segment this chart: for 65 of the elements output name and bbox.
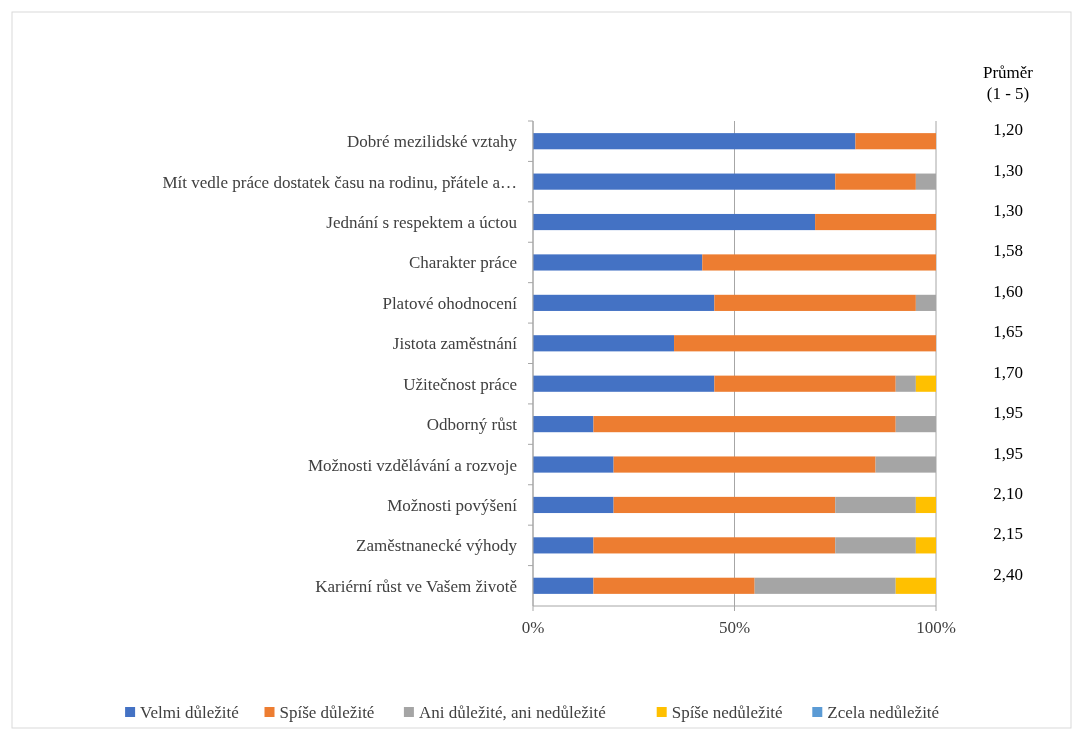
legend-label: Spíše důležité	[279, 703, 375, 722]
text: 1,20	[993, 120, 1023, 140]
bar	[533, 456, 614, 473]
bar	[533, 496, 614, 514]
y-tick-label: Mít vedle práce dostatek času na rodinu, přátele a…	[162, 172, 517, 192]
bar	[593, 416, 896, 433]
bar	[533, 416, 594, 433]
text: 1,95	[993, 443, 1023, 463]
bar	[835, 537, 916, 554]
text: 1,95	[993, 403, 1023, 423]
y-tick-label: Možnosti vzdělávání a rozvoje	[307, 455, 517, 475]
y-tick-label: Užitečnost práce	[403, 374, 517, 394]
bar	[835, 173, 916, 190]
text: 2,15	[993, 524, 1023, 544]
bar	[593, 577, 755, 594]
bar	[702, 254, 936, 271]
legend-label: Ani důležité, ani nedůležité	[418, 703, 606, 722]
text: Průměr (1 - 5)	[982, 63, 1034, 103]
x-tick-label: 0%	[521, 618, 545, 637]
x-tick-label: 100%	[916, 618, 956, 637]
text: 1,30	[993, 160, 1023, 180]
legend-label: Velmi důležité	[140, 703, 239, 722]
bar	[674, 335, 936, 352]
bar	[915, 375, 936, 392]
bar	[915, 496, 936, 514]
bar	[593, 537, 836, 554]
text: 2,40	[993, 564, 1023, 584]
text: 1,30	[993, 201, 1023, 221]
y-tick-label: Možnosti povýšení	[387, 495, 518, 515]
y-tick-label: Platové ohodnocení	[382, 293, 518, 313]
text: 1,58	[993, 241, 1023, 261]
bar	[835, 496, 916, 514]
legend-label: Spíše nedůležité	[671, 703, 783, 722]
text: 1,65	[993, 322, 1023, 342]
bar	[895, 375, 916, 392]
y-tick-label: Charakter práce	[408, 253, 517, 273]
bar	[855, 133, 936, 150]
y-tick-label: Odborný růst	[426, 415, 518, 435]
bar	[613, 496, 836, 514]
legend-label: Zcela nedůležité	[827, 703, 940, 722]
bar	[714, 375, 896, 392]
x-tick-label: 50%	[718, 618, 751, 637]
y-tick-label: Dobré mezilidské vztahy	[347, 132, 518, 152]
bar	[533, 254, 703, 271]
bar	[533, 375, 715, 392]
bar	[714, 294, 916, 311]
bar	[915, 537, 936, 554]
bar	[613, 456, 876, 473]
bar	[533, 537, 594, 554]
bar	[815, 213, 936, 231]
y-tick-label: Jednání s respektem a úctou	[326, 213, 518, 233]
text: 1,60	[993, 281, 1023, 301]
text: 1,70	[993, 362, 1023, 382]
bar	[533, 173, 836, 190]
bar	[533, 577, 594, 594]
bar	[895, 577, 936, 594]
y-tick-label: Jistota zaměstnání	[392, 334, 518, 354]
y-tick-label: Kariérní růst ve Vašem životě	[315, 576, 517, 596]
bar	[754, 577, 896, 594]
bar	[533, 213, 816, 231]
bar	[533, 133, 856, 150]
bar	[533, 335, 675, 352]
bar	[533, 294, 715, 311]
text: 2,10	[993, 483, 1023, 503]
y-tick-label: Zaměstnanecké výhody	[356, 536, 518, 556]
